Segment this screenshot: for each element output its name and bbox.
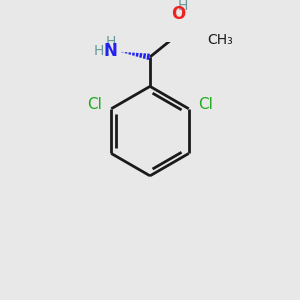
Text: H: H [105, 35, 116, 49]
Text: N: N [103, 42, 117, 60]
Text: Cl: Cl [198, 98, 213, 112]
Text: Cl: Cl [87, 98, 102, 112]
Text: H: H [94, 44, 104, 58]
Text: H: H [178, 0, 188, 14]
Text: O: O [171, 4, 185, 22]
Text: CH₃: CH₃ [208, 33, 233, 47]
